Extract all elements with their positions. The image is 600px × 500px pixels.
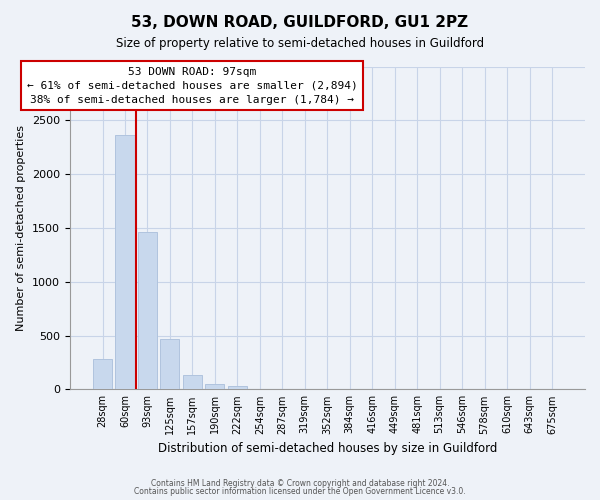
Bar [138,232,157,390]
Bar [228,386,247,390]
Bar [205,384,224,390]
Bar [93,359,112,390]
Bar [183,376,202,390]
Text: Contains public sector information licensed under the Open Government Licence v3: Contains public sector information licen… [134,487,466,496]
Text: 53 DOWN ROAD: 97sqm
← 61% of semi-detached houses are smaller (2,894)
38% of sem: 53 DOWN ROAD: 97sqm ← 61% of semi-detach… [27,67,358,105]
Text: Contains HM Land Registry data © Crown copyright and database right 2024.: Contains HM Land Registry data © Crown c… [151,478,449,488]
Bar [160,338,179,390]
Text: 53, DOWN ROAD, GUILDFORD, GU1 2PZ: 53, DOWN ROAD, GUILDFORD, GU1 2PZ [131,15,469,30]
Bar [115,136,134,390]
X-axis label: Distribution of semi-detached houses by size in Guildford: Distribution of semi-detached houses by … [158,442,497,455]
Y-axis label: Number of semi-detached properties: Number of semi-detached properties [16,125,26,331]
Text: Size of property relative to semi-detached houses in Guildford: Size of property relative to semi-detach… [116,38,484,51]
